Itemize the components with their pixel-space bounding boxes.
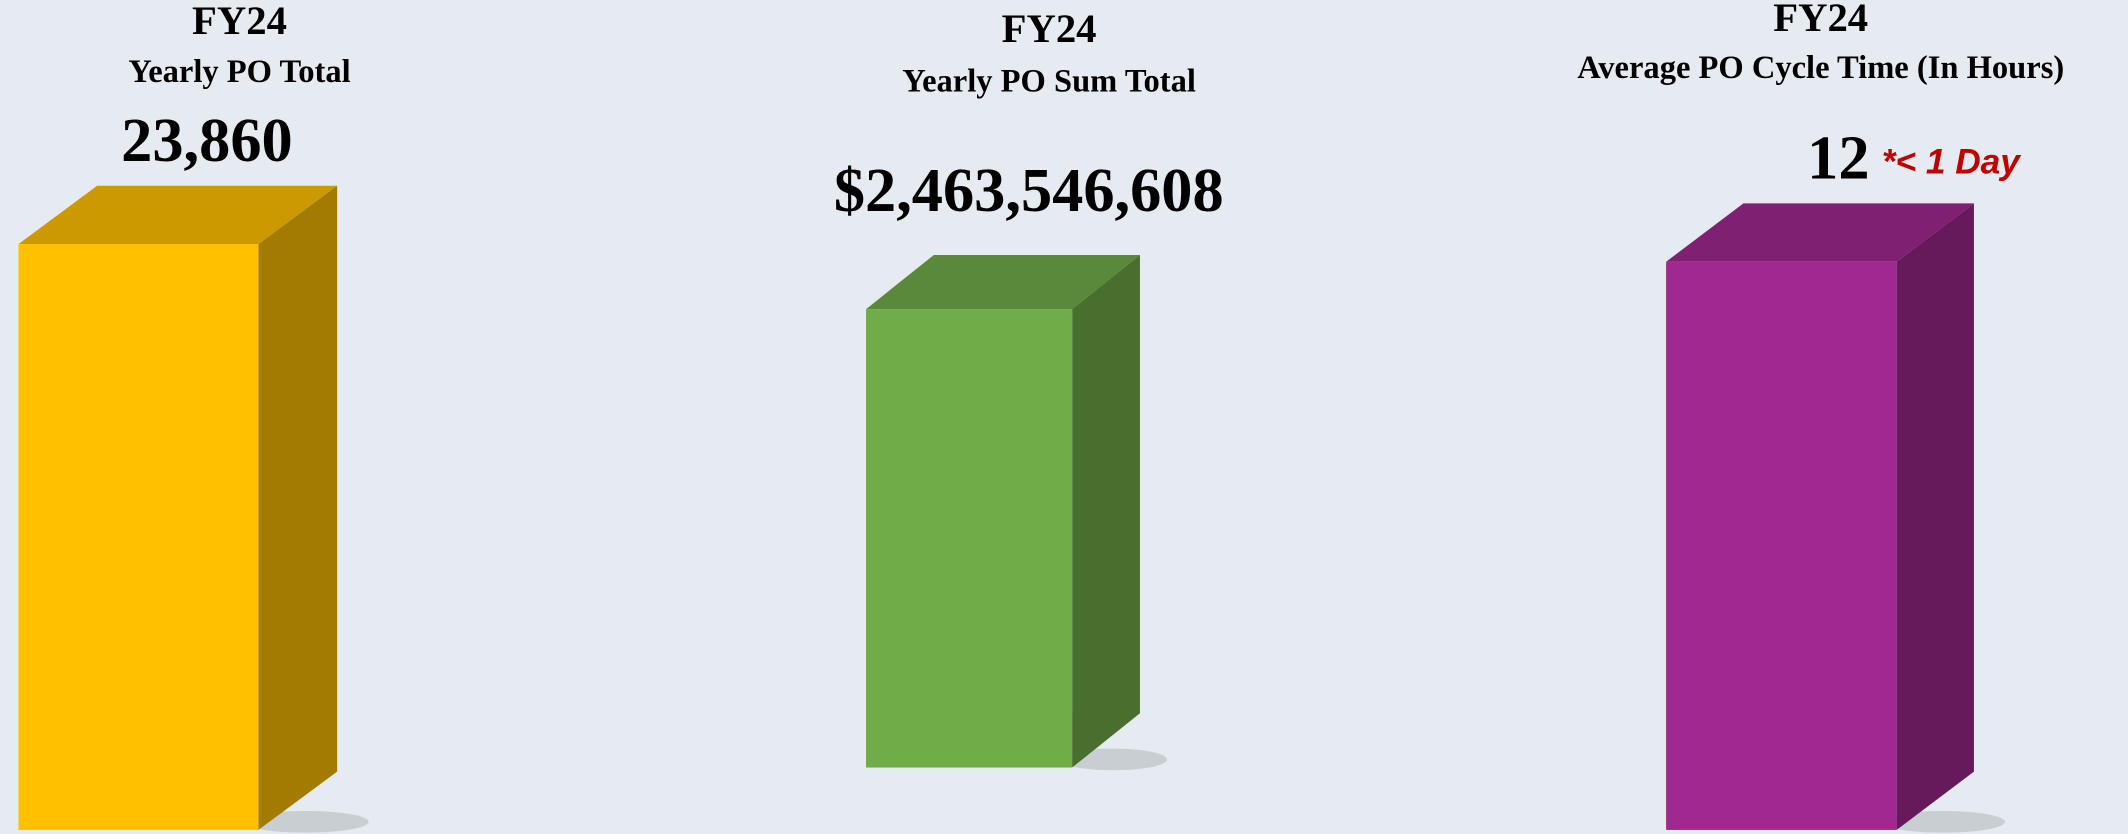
bar-top xyxy=(866,254,1140,310)
chart-title: FY24 xyxy=(192,0,287,43)
chart-subtitle: Yearly PO Total xyxy=(128,54,350,90)
bar-side xyxy=(258,185,338,830)
value-label: $2,463,546,608 xyxy=(834,156,1224,225)
bar-top xyxy=(18,185,338,245)
bar xyxy=(18,185,338,830)
chart-title: FY24 xyxy=(1773,0,1868,40)
bar xyxy=(866,254,1140,768)
bar-front xyxy=(18,244,259,830)
bar-front xyxy=(1666,261,1897,830)
annotation: *< 1 Day xyxy=(1882,142,2023,181)
bar-top xyxy=(1666,203,1974,262)
bar-side xyxy=(1896,203,1974,830)
value-label: 12 xyxy=(1807,123,1869,192)
chart-subtitle: Yearly PO Sum Total xyxy=(902,64,1196,100)
chart-title: FY24 xyxy=(1002,6,1097,51)
bar xyxy=(1666,203,1974,830)
bar-front xyxy=(866,309,1073,768)
value-label: 23,860 xyxy=(121,106,293,175)
chart-subtitle: Average PO Cycle Time (In Hours) xyxy=(1577,50,2064,86)
bar-side xyxy=(1072,254,1140,768)
